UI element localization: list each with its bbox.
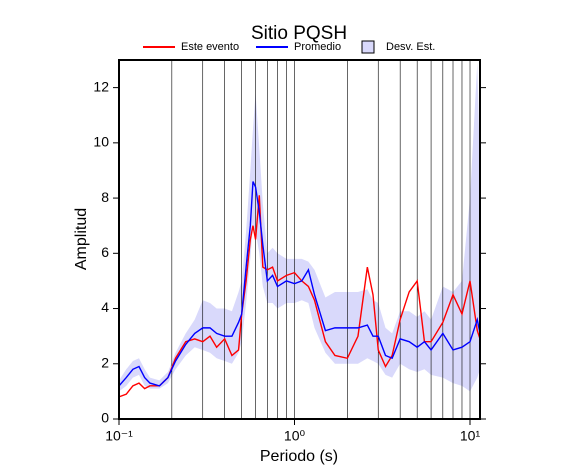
plot-frame — [118, 59, 481, 420]
y-tick-label: 8 — [101, 189, 109, 205]
legend-label: Promedio — [294, 41, 341, 53]
legend-label: Desv. Est. — [386, 41, 435, 53]
x-axis-label: Periodo (s) — [260, 448, 338, 465]
legend-swatch — [361, 40, 375, 54]
y-tick-label: 10 — [93, 134, 109, 150]
y-tick-label: 4 — [101, 299, 109, 315]
y-tick-label: 2 — [101, 354, 109, 370]
x-tick-label: 10⁻¹ — [105, 428, 133, 444]
y-axis-label: Amplitud — [73, 208, 90, 270]
y-tick-label: 0 — [101, 410, 109, 426]
y-tick-label: 12 — [93, 78, 109, 94]
series-line — [118, 195, 481, 398]
x-tick-label: 10¹ — [460, 428, 481, 444]
std-band — [119, 62, 480, 392]
x-tick-label: 10⁰ — [284, 428, 306, 444]
y-tick-label: 6 — [101, 244, 109, 260]
series-line — [118, 181, 481, 387]
legend-label: Este evento — [181, 41, 239, 53]
chart-title: Sitio PQSH — [251, 23, 347, 44]
